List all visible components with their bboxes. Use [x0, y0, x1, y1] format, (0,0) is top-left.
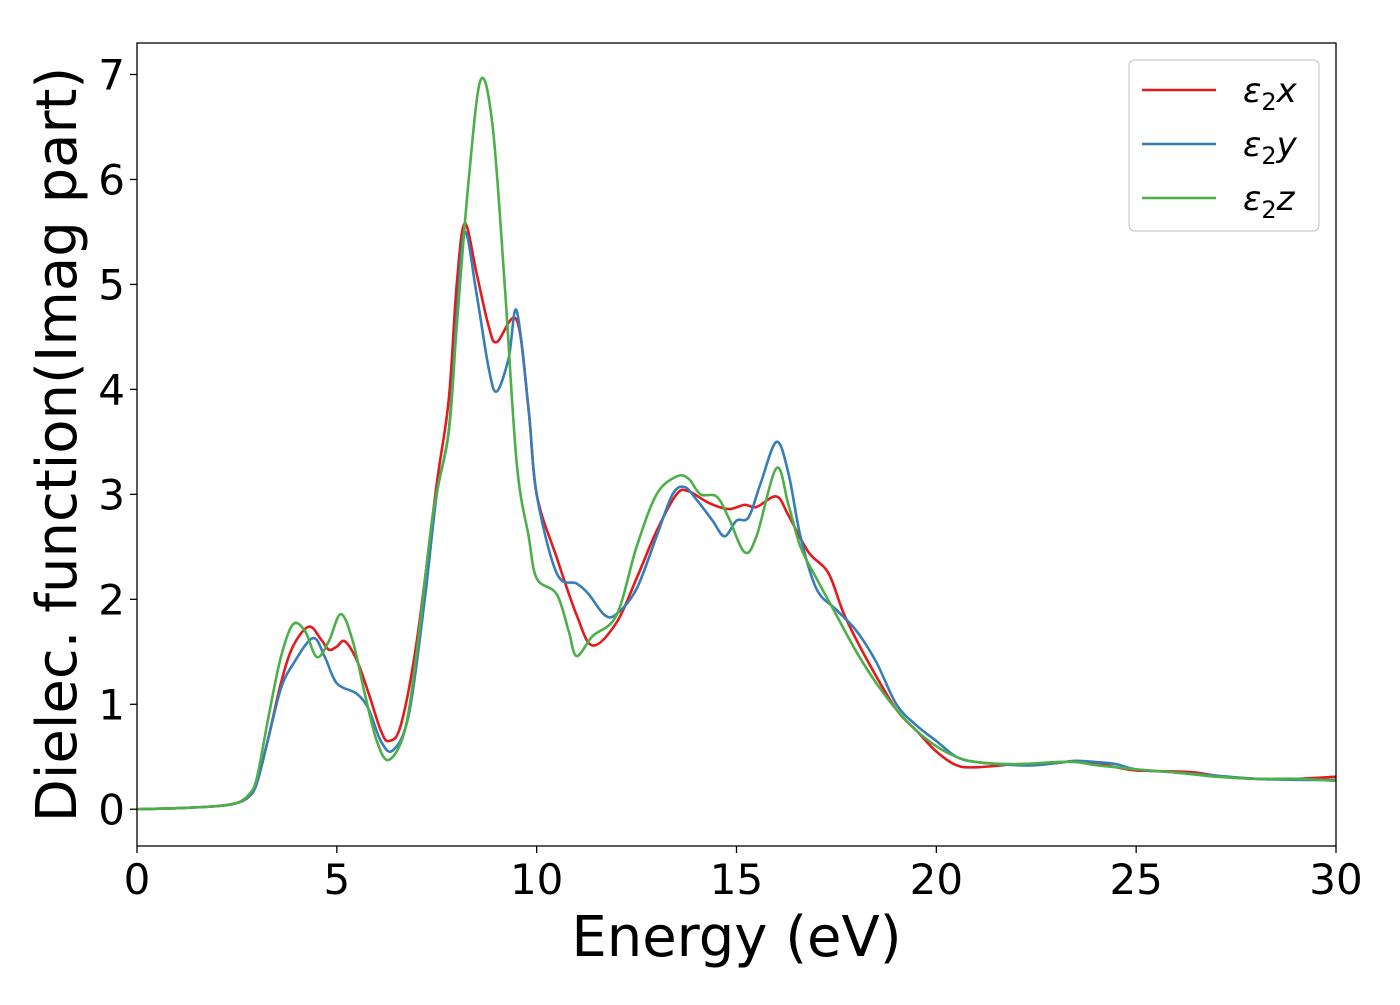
legend-label-z: ε2z: [1243, 179, 1296, 224]
plot-frame: [136, 42, 1337, 847]
y-tick-label: 1: [98, 680, 125, 729]
y-tick-label: 4: [98, 365, 125, 414]
y-tick-label: 2: [98, 575, 125, 624]
x-tick-label: 10: [510, 855, 563, 904]
legend-box: [1128, 59, 1320, 232]
axis-ticks: 0 5 10 15 20 25 30 0 1 2 3 4 5 6 7: [98, 50, 1362, 904]
x-tick-label: 25: [1109, 855, 1162, 904]
x-tick-label: 5: [323, 855, 350, 904]
y-tick-label: 0: [98, 785, 125, 834]
series-lines: [137, 76, 1336, 811]
series-line-x: [137, 222, 1336, 811]
legend-label-y: ε2y: [1243, 125, 1298, 170]
series-line-y: [137, 230, 1336, 811]
series-line-z: [137, 76, 1336, 811]
x-tick-label: 20: [910, 855, 963, 904]
x-tick-label: 0: [124, 855, 151, 904]
y-tick-label: 6: [98, 155, 125, 204]
x-tick-label: 15: [710, 855, 763, 904]
y-tick-label: 3: [98, 470, 125, 519]
x-axis-title: Energy (eV): [571, 905, 901, 970]
legend-label-x: ε2x: [1243, 71, 1298, 116]
y-tick-label: 7: [98, 50, 125, 99]
y-axis-title: Dielec. function(Imag part): [25, 67, 90, 823]
x-tick-label: 30: [1309, 855, 1362, 904]
legend: ε2x ε2y ε2z: [1128, 59, 1320, 232]
y-tick-label: 5: [98, 260, 125, 309]
